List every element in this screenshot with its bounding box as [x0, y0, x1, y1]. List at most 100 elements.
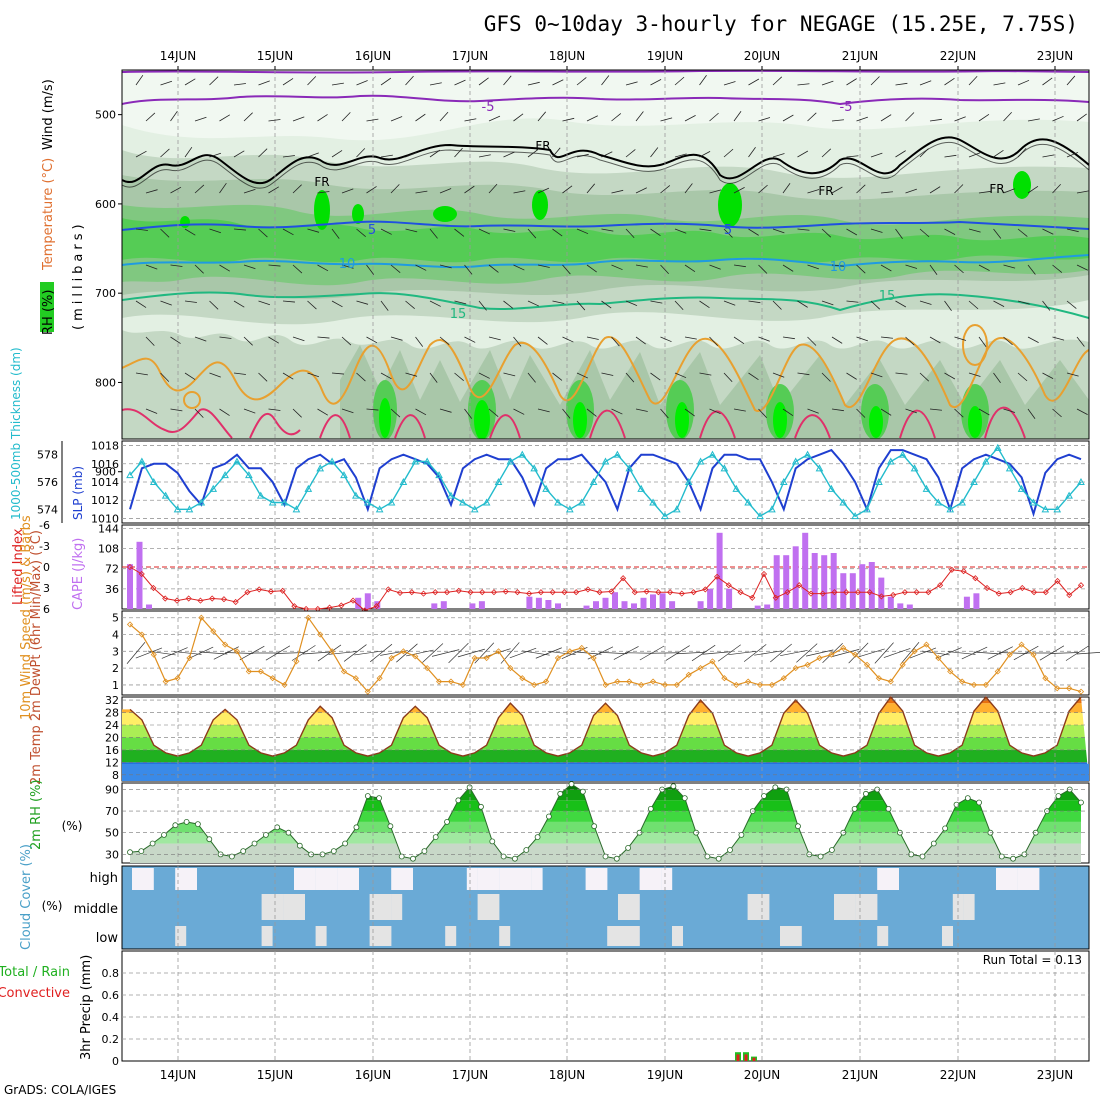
wind-speed-point	[1018, 641, 1025, 648]
upper-air-panel: 500 600 700 800 900 -5 -5 5 5 10 10 15 15 FR FR FR FR	[95, 69, 1090, 479]
thickness-point	[149, 477, 158, 485]
wind-barb	[821, 372, 831, 382]
thickness-point	[304, 484, 313, 492]
wind-barb	[265, 645, 291, 661]
li-point	[443, 589, 451, 596]
thickness-point	[554, 498, 562, 506]
wind-barb	[797, 372, 810, 376]
wind-barb	[503, 228, 516, 232]
thickness-point	[221, 471, 229, 479]
temperature-contour-label: 10	[830, 260, 847, 275]
rh-point	[817, 853, 824, 860]
thickness-point	[625, 464, 634, 472]
cloud-row-label: low	[96, 931, 119, 946]
cloud-cell	[1006, 868, 1018, 890]
cape-bar	[621, 601, 628, 609]
cape-bar	[840, 573, 847, 609]
wind-speed-point	[828, 651, 835, 658]
cloud-cell	[596, 868, 608, 890]
thickness-point	[126, 471, 134, 479]
wind-barb	[415, 190, 428, 194]
wind-barb	[929, 336, 941, 344]
wind-speed-point	[198, 614, 205, 621]
rh-point	[387, 823, 394, 830]
wind-barb	[650, 372, 661, 381]
thickness-point	[387, 498, 396, 506]
temperature-line	[129, 695, 1082, 757]
wind-barb	[429, 149, 441, 158]
wind-barb	[233, 372, 246, 375]
wind-speed-line	[129, 616, 1082, 693]
thickness-point	[946, 505, 955, 513]
wind-barb	[821, 228, 832, 238]
thickness-point	[708, 450, 717, 458]
wind-barb	[660, 336, 672, 343]
rh-point	[727, 847, 733, 853]
li-point	[913, 589, 920, 596]
date-label-bottom: 23JUN	[1037, 1068, 1074, 1082]
wind-barb	[268, 408, 281, 411]
wind-speed-point	[186, 654, 193, 662]
li-series-line	[129, 566, 1082, 611]
wind-barb	[213, 646, 239, 660]
rh-point	[500, 853, 507, 860]
slp-label: SLP (mb)	[71, 466, 85, 520]
li-point	[995, 590, 1002, 597]
wind-barb	[194, 264, 204, 274]
wind-speed-point	[1042, 675, 1049, 682]
wind-barb	[184, 228, 196, 236]
thickness-point	[435, 471, 443, 479]
wind-barb	[856, 408, 866, 418]
date-label-bottom: 15JUN	[257, 1068, 294, 1082]
cape-bar	[783, 555, 790, 609]
wind-barb	[268, 336, 279, 344]
wind-barb	[448, 642, 469, 664]
wind-barb	[366, 264, 375, 275]
date-label-top: 23JUN	[1037, 49, 1074, 63]
cloud-cell	[510, 868, 521, 890]
li-point	[784, 589, 791, 596]
cape-bar	[792, 546, 799, 609]
wind-barb	[268, 119, 281, 122]
cape-bar	[764, 604, 771, 609]
wind-barb	[1066, 75, 1076, 86]
li-point	[396, 589, 404, 596]
wind-barb	[170, 186, 182, 194]
cloud-cell	[844, 894, 856, 920]
wind-barb	[758, 264, 768, 274]
rh-legend-swatch	[40, 282, 54, 332]
thickness-point	[768, 505, 776, 513]
thickness-point	[292, 505, 301, 513]
wind-speed-point	[887, 678, 894, 685]
wind-barb	[552, 300, 565, 304]
thickness-point	[1041, 505, 1050, 513]
cape-bar	[669, 601, 676, 609]
wind-barb	[780, 649, 808, 657]
cape-bar	[887, 596, 894, 609]
wind-barb	[797, 150, 809, 158]
wind-speed-point	[329, 648, 336, 655]
thickness-point	[732, 484, 741, 492]
rh-point	[772, 784, 779, 791]
wind-barb	[895, 150, 906, 158]
wind-barb	[537, 264, 550, 268]
rh-point	[240, 848, 247, 854]
wind-barb	[184, 146, 193, 158]
wind-barb	[1066, 151, 1079, 158]
temp-tick-label: 32	[105, 694, 119, 707]
thickness-point	[328, 457, 336, 465]
cloud-cell	[628, 926, 640, 946]
wind-barb	[748, 78, 760, 86]
thickness-point	[470, 505, 479, 513]
temperature-contour-label: 5	[724, 223, 732, 238]
wind-barb	[537, 336, 548, 345]
li-point	[514, 589, 521, 596]
wind-barb	[978, 336, 987, 347]
wind-barb	[513, 264, 525, 271]
wind-barb	[341, 264, 354, 269]
cloud-cell	[315, 926, 327, 946]
precip-tick-label: 0.4	[102, 1011, 120, 1024]
rh-point	[444, 819, 450, 825]
